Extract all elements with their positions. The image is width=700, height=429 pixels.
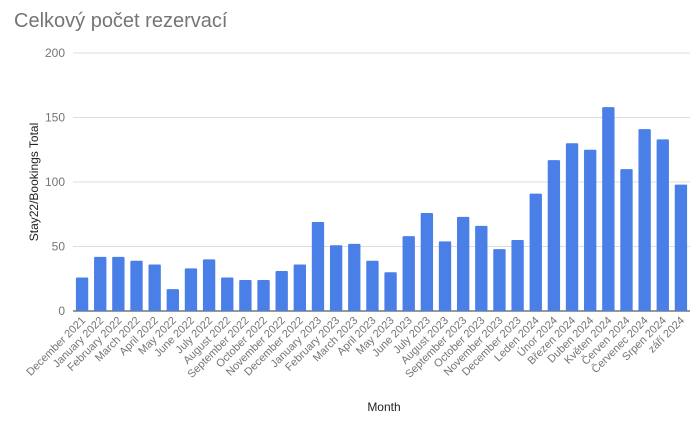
bar[interactable] <box>94 256 107 311</box>
y-tick-label: 200 <box>45 46 65 60</box>
chart-title: Celkový počet rezervací <box>14 10 228 32</box>
bar[interactable] <box>148 264 161 311</box>
bar[interactable] <box>348 243 361 311</box>
y-tick-label: 0 <box>58 304 65 318</box>
y-tick-label: 100 <box>45 175 65 189</box>
y-tick-label: 50 <box>52 240 66 254</box>
bar[interactable] <box>620 169 633 311</box>
bar[interactable] <box>547 160 561 311</box>
bar[interactable] <box>221 277 234 311</box>
y-tick-label: 150 <box>45 111 65 125</box>
bar[interactable] <box>565 143 579 311</box>
bar[interactable] <box>311 221 325 311</box>
y-axis-label: Stay22/Bookings Total <box>27 123 41 242</box>
bar[interactable] <box>511 240 524 311</box>
bar[interactable] <box>366 260 379 311</box>
bar[interactable] <box>438 241 452 311</box>
bar[interactable] <box>329 245 343 311</box>
bar[interactable] <box>202 259 216 311</box>
bar[interactable] <box>638 129 651 311</box>
bar[interactable] <box>529 193 542 311</box>
bar[interactable] <box>384 272 397 311</box>
bar[interactable] <box>166 289 179 311</box>
bar[interactable] <box>75 277 89 311</box>
bar[interactable] <box>493 249 506 311</box>
bar[interactable] <box>275 271 288 311</box>
bar[interactable] <box>130 260 143 311</box>
bar[interactable] <box>402 236 415 311</box>
bar[interactable] <box>456 216 470 311</box>
bar[interactable] <box>602 107 615 312</box>
bar[interactable] <box>239 280 252 311</box>
x-axis-label: Month <box>367 400 400 414</box>
bar[interactable] <box>293 264 307 311</box>
bar[interactable] <box>656 139 669 311</box>
bar[interactable] <box>112 256 125 311</box>
bar[interactable] <box>184 268 198 311</box>
bar[interactable] <box>475 225 488 311</box>
bar[interactable] <box>420 212 434 311</box>
bar[interactable] <box>257 280 270 311</box>
bar[interactable] <box>674 184 688 311</box>
bar[interactable] <box>584 149 597 311</box>
